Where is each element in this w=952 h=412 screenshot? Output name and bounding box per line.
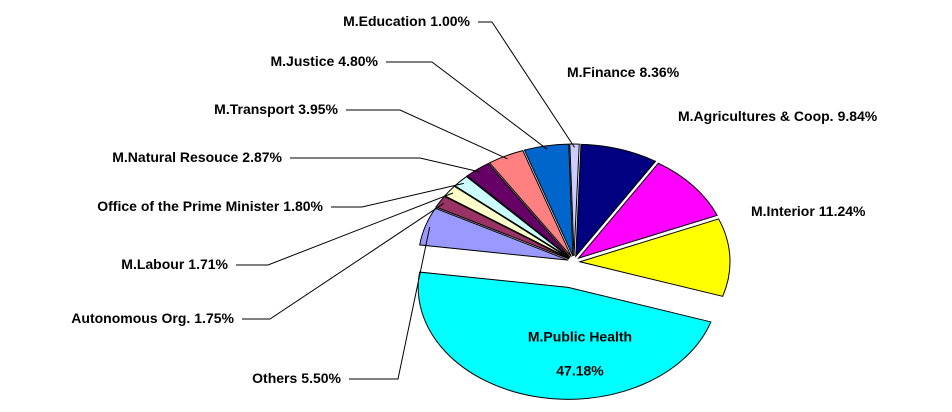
slice-label: Others 5.50% <box>252 370 341 386</box>
leader-line <box>386 61 548 150</box>
slice-label-value: 1.71% <box>188 256 228 272</box>
slice-label-value: 1.80% <box>283 198 323 214</box>
slice-label-name: M.Natural Resouce <box>112 149 238 165</box>
pie-slice <box>577 162 718 260</box>
slice-label: M.Justice 4.80% <box>270 53 378 69</box>
slice-label: M.Interior 11.24% <box>751 203 866 219</box>
leader-line <box>346 109 508 160</box>
slice-label-value: 4.80% <box>338 53 378 69</box>
slice-label: M.Labour 1.71% <box>121 256 228 272</box>
slice-label-value: 3.95% <box>298 101 338 117</box>
leader-line <box>290 157 481 173</box>
slice-label-name: Office of the Prime Minister <box>97 198 280 214</box>
pie-slice <box>569 143 580 257</box>
leader-line <box>242 202 445 320</box>
slice-label-name: Others <box>252 370 297 386</box>
slice-label: M.Finance 8.36% <box>567 64 680 80</box>
leader-line <box>349 226 431 380</box>
slice-label-name: M.Finance <box>567 64 636 80</box>
leader-line <box>478 21 575 148</box>
pie-slice <box>417 271 712 400</box>
pie-slice <box>466 162 571 258</box>
pie-slice <box>575 143 657 258</box>
slice-label-value: 2.87% <box>242 149 282 165</box>
slice-label-name: M.Transport <box>214 101 294 117</box>
slice-label: M.Transport 3.95% <box>214 101 338 117</box>
pie-slice <box>488 150 572 257</box>
leader-line <box>331 182 464 208</box>
slice-label-name: M.Justice <box>270 53 334 69</box>
slice-label-name: M.Agricultures & Coop. <box>678 108 834 124</box>
pie-slice <box>419 207 569 261</box>
slice-label: M.Education 1.00% <box>343 13 470 29</box>
slice-label: Autonomous Org. 1.75% <box>71 310 234 326</box>
slice-label-value: 1.75% <box>194 310 234 326</box>
slice-label-name: Autonomous Org. <box>71 310 190 326</box>
slice-label-value: 5.50% <box>301 370 341 386</box>
slice-label: M.Public Health <box>528 329 632 345</box>
pie-slice <box>578 218 731 297</box>
slice-label: M.Agricultures & Coop. 9.84% <box>678 108 878 124</box>
slice-label-value: 9.84% <box>838 108 878 124</box>
slice-value-label: 47.18% <box>556 363 604 379</box>
slice-label-value: 11.24% <box>819 203 866 219</box>
pie-slice <box>523 143 574 257</box>
leader-line <box>236 192 454 266</box>
slice-label-name: M.Interior <box>751 203 815 219</box>
slice-label: M.Natural Resouce 2.87% <box>112 149 282 165</box>
slice-label: Office of the Prime Minister 1.80% <box>97 198 323 214</box>
slice-label-name: M.Labour <box>121 256 185 272</box>
slice-label-name: M.Education <box>343 13 426 29</box>
slice-label-value: 8.36% <box>639 64 679 80</box>
slice-label-value: 1.00% <box>430 13 470 29</box>
